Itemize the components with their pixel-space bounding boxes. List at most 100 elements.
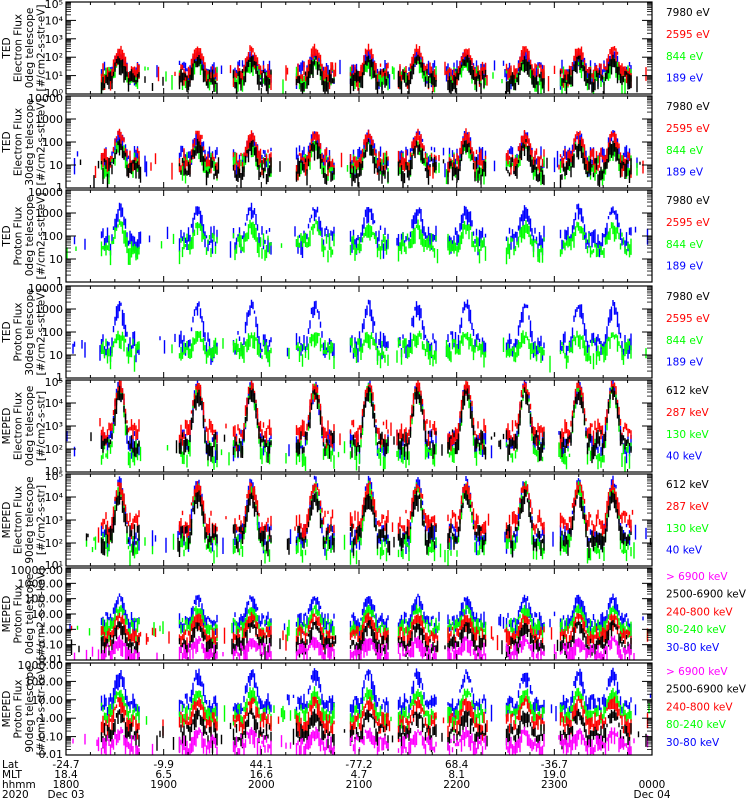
panels: 10⁰ 10¹ 10² 10³ 10⁴ 10⁵ TED Electron Flux 0deg t… <box>1 0 747 761</box>
y-tick-label: 10000.00 <box>11 564 64 577</box>
y-axis-label: TEDProton Flux30deg telescope[#/cm2-s-st… <box>1 288 48 375</box>
x-tick-lat: 44.1 <box>250 759 273 771</box>
x-tick-mlt: 8.1 <box>448 769 465 781</box>
legend-entry: 7980 eV <box>666 291 711 303</box>
y-axis-label-line: Proton Flux <box>13 206 25 265</box>
y-tick-label: 1000 <box>35 113 63 126</box>
series-line <box>70 612 649 654</box>
y-tick-label: 1000.00 <box>18 659 64 672</box>
y-tick-label: 10² <box>45 51 63 64</box>
legend-entry: 80-240 keV <box>666 624 727 636</box>
x-tick-hhmm: 2100 <box>346 779 373 791</box>
series-287-kev <box>97 479 634 545</box>
series-line <box>90 385 632 464</box>
y-axis-label-line: Proton Flux <box>13 679 25 738</box>
series-line <box>73 129 638 180</box>
series-612-kev <box>90 385 632 464</box>
x-tick-mlt: 4.7 <box>351 769 368 781</box>
legend-entry: 2500-6900 keV <box>666 589 747 601</box>
legend-entry: 612 keV <box>666 385 710 397</box>
legend-entry: 40 keV <box>666 545 703 557</box>
y-tick-label: 0.10 <box>39 731 64 744</box>
series-line <box>66 219 632 266</box>
legend-entry: 844 eV <box>666 145 704 157</box>
y-axis-label: TEDProton Flux0deg telescope[#/cm2-s-str… <box>1 193 48 280</box>
y-axis-label-line: MEPED <box>1 408 13 445</box>
series-line <box>100 54 638 94</box>
y-tick-label: 100.00 <box>25 675 64 688</box>
y-axis-label: TEDElectron Flux30deg telescope[#/cm2-s-… <box>1 98 48 185</box>
y-tick-label: 10³ <box>45 420 63 433</box>
series-line <box>97 479 634 545</box>
legend-entry: 612 keV <box>666 479 710 491</box>
series--6900-kev <box>72 726 649 755</box>
y-tick-label: 0.01 <box>39 748 64 761</box>
y-tick-label: 1000 <box>35 303 63 316</box>
series-group <box>66 202 649 266</box>
series-line <box>100 708 647 754</box>
y-axis-label-line: MEPED <box>1 502 13 539</box>
legend-entry: 240-800 keV <box>666 606 733 618</box>
x-tick-mlt: 16.6 <box>250 769 274 781</box>
y-tick-label: 10⁰ <box>45 87 64 100</box>
series-line <box>70 620 632 660</box>
series-group <box>69 593 649 660</box>
y-axis-label-line: TED <box>1 131 13 153</box>
series-2500-6900-kev <box>100 708 647 754</box>
x-tick-hhmm: 2200 <box>443 779 470 791</box>
x-tick-lat: -36.7 <box>541 759 568 771</box>
y-tick-label: 10¹ <box>45 70 63 83</box>
series-line <box>73 202 649 259</box>
y-tick-label: 100 <box>42 136 63 149</box>
series-40-kev <box>66 380 632 464</box>
x-tick-mlt: 19.0 <box>543 769 566 781</box>
y-tick-label: 1 <box>56 371 63 384</box>
y-axis-label-line: MEPED <box>1 596 13 633</box>
series-line <box>72 299 632 365</box>
series-240-800-kev <box>100 695 649 743</box>
y-tick-label: 10 <box>49 349 63 362</box>
x-tick-hhmm: 1900 <box>150 779 177 791</box>
legend-entry: 189 eV <box>666 167 704 179</box>
x-row-label-hhmm: hhmm <box>2 779 36 791</box>
x-tick-mlt: 6.5 <box>155 769 172 781</box>
series-line <box>100 695 649 743</box>
series-line <box>73 634 635 660</box>
y-tick-label: 100.00 <box>25 593 64 606</box>
y-tick-label: 0.10 <box>39 639 64 652</box>
y-tick-label: 1 <box>56 181 63 194</box>
y-axis-label-line: 0deg telescope <box>24 196 36 277</box>
series-612-kev <box>85 489 652 559</box>
series-line <box>79 138 641 188</box>
legend-entry: 7980 eV <box>666 101 711 113</box>
legend-entry: 80-240 keV <box>666 719 727 731</box>
y-tick-label: 10¹ <box>45 559 63 572</box>
legend-entry: 189 eV <box>666 261 704 273</box>
y-axis-label-line: 90deg telescope <box>24 665 36 752</box>
y-axis-label-line: [#/cm2-s-str-eV] <box>36 99 48 186</box>
legend-entry: 287 keV <box>666 407 710 419</box>
y-tick-label: 10⁵ <box>45 0 63 11</box>
x-tick-lat: -24.7 <box>52 759 79 771</box>
y-tick-label: 10² <box>45 537 63 550</box>
x-tick-mlt: 18.4 <box>54 769 78 781</box>
y-tick-label: 10⁴ <box>45 491 64 504</box>
legend-entry: 130 keV <box>666 523 710 535</box>
y-axis-label: MEPEDProton Flux90deg telescope[#/cm2-s-… <box>1 663 48 756</box>
y-axis-label-line: Proton Flux <box>13 584 25 643</box>
x-tick-date: Dec 03 <box>47 789 84 800</box>
y-tick-label: 100 <box>42 326 63 339</box>
y-tick-label: 100 <box>42 230 63 243</box>
panel-frame <box>65 189 653 283</box>
legend-entry: 2595 eV <box>666 123 711 135</box>
y-axis-label-line: TED <box>1 225 13 247</box>
y-axis-label-line: Electron Flux <box>13 392 25 460</box>
y-axis-label-line: [#/cm2-s-str-keV] <box>36 663 48 756</box>
series-844-ev <box>100 330 647 373</box>
